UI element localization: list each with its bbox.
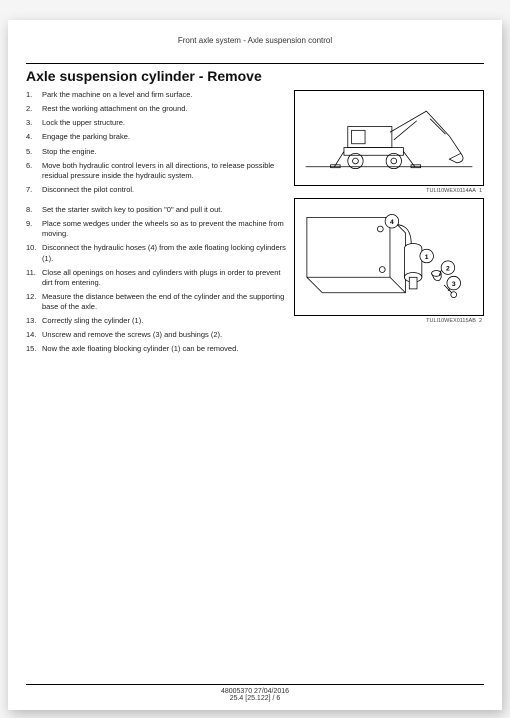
step-item: Disconnect the hydraulic hoses (4) from …	[26, 243, 286, 263]
figure-code: TULI10WEX0115AB	[426, 318, 476, 324]
cylinder-detail-icon: 4 1 2	[296, 200, 482, 314]
excavator-icon	[296, 92, 482, 184]
page-header: Front axle system - Axle suspension cont…	[26, 36, 484, 45]
step-item: Move both hydraulic control levers in al…	[26, 161, 286, 181]
step-item: Lock the upper structure.	[26, 118, 286, 128]
figure-excavator	[294, 90, 484, 186]
steps-list: Park the machine on a level and firm sur…	[26, 90, 286, 355]
step-item: Measure the distance between the end of …	[26, 292, 286, 312]
step-item: Stop the engine.	[26, 147, 286, 157]
step-item: Place some wedges under the wheels so as…	[26, 219, 286, 239]
figure-code: TULI10WEX0114AA	[426, 188, 476, 194]
content-area: Park the machine on a level and firm sur…	[26, 90, 484, 359]
figure-number: 1	[479, 188, 482, 194]
svg-text:1: 1	[425, 254, 429, 261]
step-item: Unscrew and remove the screws (3) and bu…	[26, 330, 286, 340]
footer-page-ref: 25.4 [25.122] / 6	[8, 695, 502, 702]
page-title: Axle suspension cylinder - Remove	[26, 63, 484, 84]
step-item: Disconnect the pilot control.	[26, 185, 286, 195]
step-item: Close all openings on hoses and cylinder…	[26, 268, 286, 288]
step-item: Correctly sling the cylinder (1).	[26, 316, 286, 326]
svg-text:4: 4	[390, 219, 394, 226]
step-item: Set the starter switch key to position "…	[26, 205, 286, 215]
step-item: Park the machine on a level and firm sur…	[26, 90, 286, 100]
figure-cylinder-detail: 4 1 2	[294, 198, 484, 316]
figure-caption: TULI10WEX0114AA 1	[294, 188, 484, 194]
page-footer: 48005370 27/04/2016 25.4 [25.122] / 6	[8, 684, 502, 702]
svg-text:2: 2	[446, 266, 450, 273]
step-item: Now the axle floating blocking cylinder …	[26, 344, 286, 354]
footer-doc-id: 48005370 27/04/2016	[8, 688, 502, 695]
svg-text:3: 3	[452, 281, 456, 288]
figures-column: TULI10WEX0114AA 1 4	[294, 90, 484, 359]
instructions-column: Park the machine on a level and firm sur…	[26, 90, 286, 359]
figure-caption: TULI10WEX0115AB 2	[294, 318, 484, 324]
figure-number: 2	[479, 318, 482, 324]
step-item: Engage the parking brake.	[26, 132, 286, 142]
page: Front axle system - Axle suspension cont…	[8, 20, 502, 710]
step-item: Rest the working attachment on the groun…	[26, 104, 286, 114]
footer-rule	[26, 684, 484, 685]
